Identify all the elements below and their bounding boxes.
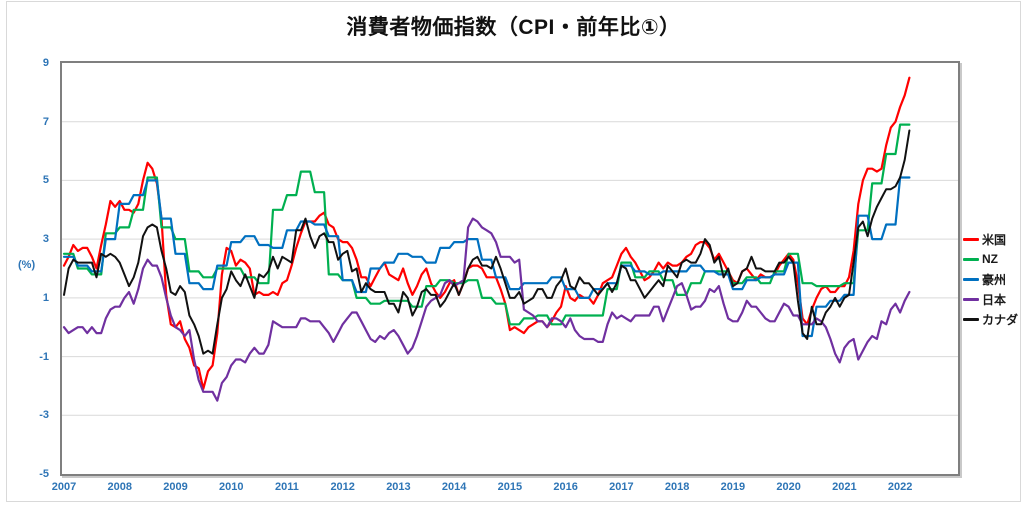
y-tick-label-9: 9 — [42, 57, 49, 69]
chart-frame: 消費者物価指数（CPI・前年比①） (%) 9 7 5 3 1 -1 -3 -5 2007 20… — [6, 1, 1021, 502]
y-tick-label-3: 3 — [42, 233, 49, 246]
legend-item-米国: 米国 — [963, 229, 1018, 249]
legend-swatch-icon — [963, 277, 979, 281]
legend-label: 米国 — [982, 232, 1007, 247]
x-tick-label-2012: 2012 — [330, 481, 355, 493]
legend-label: 日本 — [982, 292, 1007, 307]
x-tick-label-2022: 2022 — [887, 481, 913, 493]
x-tick-label-2007: 2007 — [51, 481, 77, 493]
y-tick-label-7: 7 — [42, 115, 49, 128]
legend-label: 豪州 — [982, 272, 1007, 287]
chart-plot-svg — [62, 76, 958, 416]
y-tick-label--1: -1 — [39, 350, 49, 363]
x-tick-label-2008: 2008 — [107, 481, 132, 493]
y-tick-label--5: -5 — [39, 468, 49, 480]
y-tick-label-1: 1 — [42, 291, 49, 304]
series-line-豪州 — [62, 176, 911, 338]
series-line-日本 — [62, 217, 911, 402]
y-tick-label--3: -3 — [39, 409, 49, 422]
x-tick-label-2011: 2011 — [275, 481, 299, 493]
x-tick-label-2020: 2020 — [776, 481, 801, 493]
chart-title: 消費者物価指数（CPI・前年比①） — [346, 16, 681, 39]
x-tick-label-2019: 2019 — [720, 481, 746, 493]
legend-label: NZ — [982, 252, 998, 266]
x-tick-label-2021: 2021 — [832, 481, 857, 493]
y-axis-unit-label: (%) — [18, 259, 36, 271]
x-tick-label-2009: 2009 — [163, 481, 188, 493]
x-tick-label-2013: 2013 — [386, 481, 411, 493]
legend-label: カナダ — [982, 312, 1019, 327]
legend-item-カナダ: カナダ — [963, 309, 1018, 329]
legend-swatch-icon — [963, 317, 979, 321]
x-tick-label-2015: 2015 — [497, 481, 523, 493]
x-tick-label-2014: 2014 — [441, 481, 467, 493]
legend-swatch-icon — [963, 237, 979, 241]
legend-swatch-icon — [963, 257, 979, 261]
x-tick-label-2010: 2010 — [218, 481, 244, 493]
legend-item-豪州: 豪州 — [963, 269, 1018, 289]
x-tick-label-2016: 2016 — [553, 481, 578, 493]
legend-swatch-icon — [963, 297, 979, 301]
x-tick-label-2017: 2017 — [609, 481, 634, 493]
legend-item-NZ: NZ — [963, 249, 1018, 269]
plot-area — [60, 61, 960, 476]
legend: 米国 NZ 豪州日本カナダ — [963, 229, 1018, 329]
x-tick-label-2018: 2018 — [664, 481, 690, 493]
legend-item-日本: 日本 — [963, 289, 1018, 309]
series-line-カナダ — [63, 129, 911, 355]
y-tick-label-5: 5 — [42, 174, 49, 187]
series-line-NZ — [62, 123, 911, 326]
